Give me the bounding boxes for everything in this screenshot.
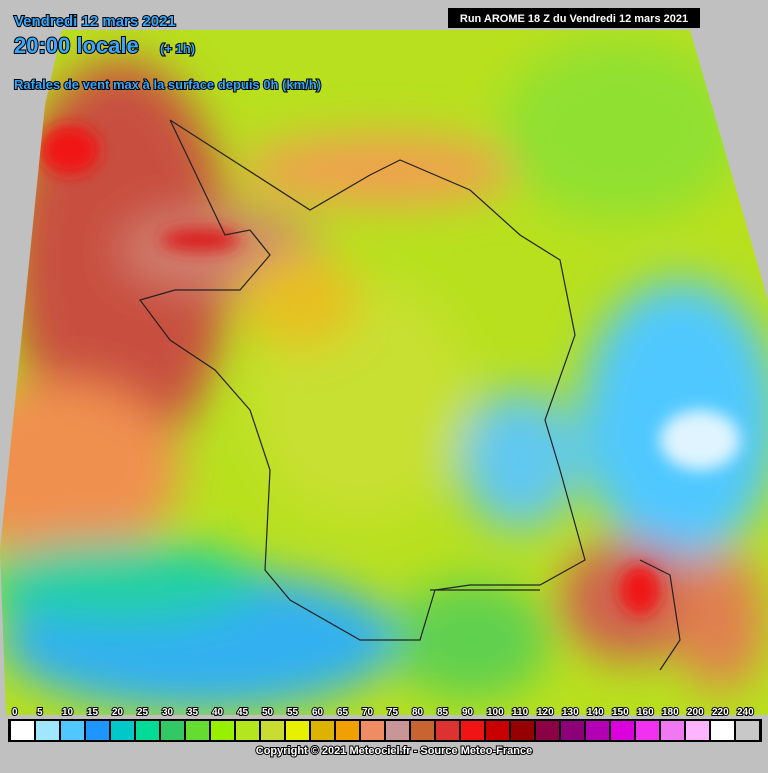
legend-swatch <box>586 721 609 740</box>
legend-swatch <box>611 721 634 740</box>
legend-swatch <box>311 721 334 740</box>
legend-swatch <box>111 721 134 740</box>
run-box <box>448 8 700 28</box>
legend-label: 220 <box>712 707 729 718</box>
legend-label: 80 <box>412 707 424 718</box>
run-info: Run AROME 18 Z du Vendredi 12 mars 2021 <box>460 13 688 25</box>
legend-swatch <box>511 721 534 740</box>
legend-swatch <box>86 721 109 740</box>
legend-label: 60 <box>312 707 324 718</box>
legend-label: 90 <box>462 707 474 718</box>
legend-label: 120 <box>537 707 554 718</box>
legend-swatch <box>736 721 759 740</box>
legend-label: 25 <box>137 707 149 718</box>
legend-label: 45 <box>237 707 249 718</box>
legend-swatch <box>661 721 684 740</box>
legend-swatch <box>211 721 234 740</box>
legend-label: 240 <box>737 707 754 718</box>
legend-swatch <box>636 721 659 740</box>
legend-swatch <box>361 721 384 740</box>
legend-swatch <box>286 721 309 740</box>
legend-label: 100 <box>487 707 504 718</box>
legend-swatch <box>461 721 484 740</box>
legend-label: 5 <box>37 707 43 718</box>
legend-swatch <box>486 721 509 740</box>
legend-swatch <box>186 721 209 740</box>
time: 20:00 locale <box>14 33 139 58</box>
legend-label: 55 <box>287 707 299 718</box>
legend-swatch <box>161 721 184 740</box>
legend-swatch <box>261 721 284 740</box>
legend-swatch <box>136 721 159 740</box>
legend-swatch <box>36 721 59 740</box>
subtitle: Rafales de vent max à la surface depuis … <box>14 77 321 92</box>
legend-label: 75 <box>387 707 399 718</box>
legend-swatch <box>411 721 434 740</box>
legend-label: 35 <box>187 707 199 718</box>
legend-swatch <box>561 721 584 740</box>
legend-label: 140 <box>587 707 604 718</box>
legend-label: 0 <box>12 707 18 718</box>
legend-label: 150 <box>612 707 629 718</box>
lead: (+ 1h) <box>160 41 195 56</box>
legend-label: 200 <box>687 707 704 718</box>
legend-swatch <box>386 721 409 740</box>
legend-label: 15 <box>87 707 99 718</box>
legend-label: 30 <box>162 707 174 718</box>
copyright: Copyright © 2021 Meteociel.fr - Source M… <box>256 745 532 757</box>
legend-label: 50 <box>262 707 274 718</box>
legend-swatch <box>436 721 459 740</box>
legend-label: 10 <box>62 707 74 718</box>
legend-swatch <box>711 721 734 740</box>
legend-label: 85 <box>437 707 449 718</box>
legend-label: 110 <box>512 707 529 718</box>
legend-label: 160 <box>637 707 654 718</box>
legend-swatch <box>336 721 359 740</box>
legend-swatch <box>536 721 559 740</box>
legend-label: 40 <box>212 707 224 718</box>
legend-swatch <box>11 721 34 740</box>
legend-label: 65 <box>337 707 349 718</box>
legend-swatch <box>236 721 259 740</box>
date: Vendredi 12 mars 2021 <box>14 13 176 30</box>
legend-swatch <box>61 721 84 740</box>
legend-label: 20 <box>112 707 124 718</box>
legend-swatch <box>686 721 709 740</box>
borders <box>138 119 681 671</box>
legend-label: 70 <box>362 707 374 718</box>
legend-label: 130 <box>562 707 579 718</box>
legend-label: 180 <box>662 707 679 718</box>
